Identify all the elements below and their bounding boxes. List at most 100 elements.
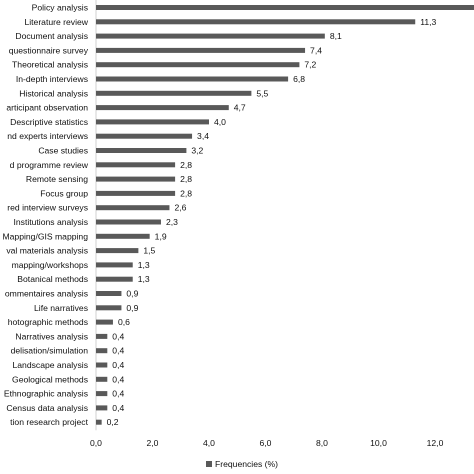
x-tick-label: 8,0 [316, 438, 328, 448]
bar [96, 105, 229, 111]
value-label: 0,4 [112, 403, 124, 413]
value-label: 2,6 [174, 203, 186, 213]
x-tick-label: 6,0 [260, 438, 272, 448]
bar [96, 348, 108, 354]
category-label: Descriptive statistics [10, 117, 88, 127]
legend-swatch [206, 461, 212, 467]
category-label: Landscape analysis [13, 360, 89, 370]
bars-layer [96, 5, 474, 425]
value-label: 2,3 [166, 217, 178, 227]
category-label: Geological methods [12, 374, 88, 384]
value-label: 3,2 [191, 146, 203, 156]
bar [96, 319, 113, 325]
bar [96, 419, 102, 425]
category-label: In-depth interviews [16, 74, 88, 84]
value-label: 0,2 [107, 417, 119, 427]
bar [96, 262, 133, 268]
value-label: 1,3 [138, 260, 150, 270]
bar [96, 219, 161, 225]
bar [96, 90, 252, 96]
bar [96, 333, 108, 339]
category-label: Historical analysis [19, 88, 88, 98]
category-label: Institutions analysis [13, 217, 88, 227]
x-tick-label: 0,0 [90, 438, 102, 448]
category-label: nd experts interviews [7, 131, 88, 141]
bar [96, 291, 122, 296]
bar [96, 376, 108, 382]
x-tick-label: 12,0 [427, 438, 444, 448]
bar [96, 276, 133, 282]
bar [96, 362, 108, 368]
category-label: Policy analysis [32, 3, 88, 13]
value-label: 1,3 [138, 274, 150, 284]
value-label: 0,4 [112, 360, 124, 370]
value-label: 7,4 [310, 45, 322, 55]
value-label: 3,4 [197, 131, 209, 141]
bar [96, 62, 300, 68]
x-tick-label: 4,0 [203, 438, 215, 448]
value-label: 1,5 [143, 246, 155, 256]
bar [96, 176, 176, 182]
value-label: 2,8 [180, 160, 192, 170]
category-label: Theoretical analysis [12, 60, 88, 70]
category-label: articipant observation [6, 103, 88, 113]
category-label: Literature review [24, 17, 88, 27]
value-label: 2,8 [180, 174, 192, 184]
value-label: 0,6 [118, 317, 130, 327]
value-label: 0,4 [112, 389, 124, 399]
category-label: hotographic methods [8, 317, 88, 327]
ticks-layer: 0,0 2,0 4,0 6,0 8,0 10,0 12,0 [90, 438, 444, 448]
value-label: 5,5 [256, 88, 268, 98]
bar [96, 162, 176, 168]
category-label: Botanical methods [17, 274, 88, 284]
category-label: Document analysis [15, 31, 88, 41]
value-label: 4,0 [214, 117, 226, 127]
category-label: mapping/workshops [12, 260, 88, 270]
bar [96, 205, 170, 211]
value-label: 7,2 [304, 60, 316, 70]
category-label: Case studies [38, 146, 88, 156]
x-tick-label: 2,0 [147, 438, 159, 448]
bar [96, 19, 416, 25]
category-label: tion research project [10, 417, 88, 427]
value-label: 0,4 [112, 346, 124, 356]
bar [96, 5, 474, 10]
bar [96, 190, 176, 196]
bar [96, 233, 150, 239]
category-label: d programme review [10, 160, 89, 170]
category-label: Remote sensing [26, 174, 88, 184]
bar [96, 305, 122, 311]
value-label: 0,4 [112, 331, 124, 341]
value-label: 4,7 [234, 103, 246, 113]
category-label: questionnaire survey [9, 45, 89, 55]
labels-layer: Policy analysis Literature review 11,3 Docu… [2, 3, 436, 428]
category-label: delisation/simulation [11, 346, 89, 356]
value-label: 8,1 [330, 31, 342, 41]
category-label: val materials analysis [6, 246, 88, 256]
category-label: Census data analysis [6, 403, 88, 413]
bar [96, 391, 108, 397]
x-tick-label: 10,0 [370, 438, 387, 448]
category-label: Narratives analysis [15, 331, 88, 341]
bar [96, 148, 187, 153]
legend-label: Frequencies (%) [215, 459, 278, 469]
category-label: Mapping/GIS mapping [2, 231, 88, 241]
value-label: 6,8 [293, 74, 305, 84]
value-label: 1,9 [155, 231, 167, 241]
value-label: 2,8 [180, 188, 192, 198]
value-label: 0,4 [112, 374, 124, 384]
bar [96, 248, 139, 254]
bar [96, 119, 209, 125]
value-label: 11,3 [420, 17, 436, 27]
category-label: Focus group [40, 188, 88, 198]
category-label: ommentaires analysis [5, 289, 88, 299]
category-label: red interview surveys [7, 203, 88, 213]
bar [96, 405, 108, 411]
bar [96, 47, 306, 53]
legend: Frequencies (%) [206, 459, 278, 469]
value-label: 0,9 [126, 303, 138, 313]
category-label: Life narratives [34, 303, 88, 313]
value-label: 0,9 [126, 289, 138, 299]
bar [96, 133, 193, 139]
